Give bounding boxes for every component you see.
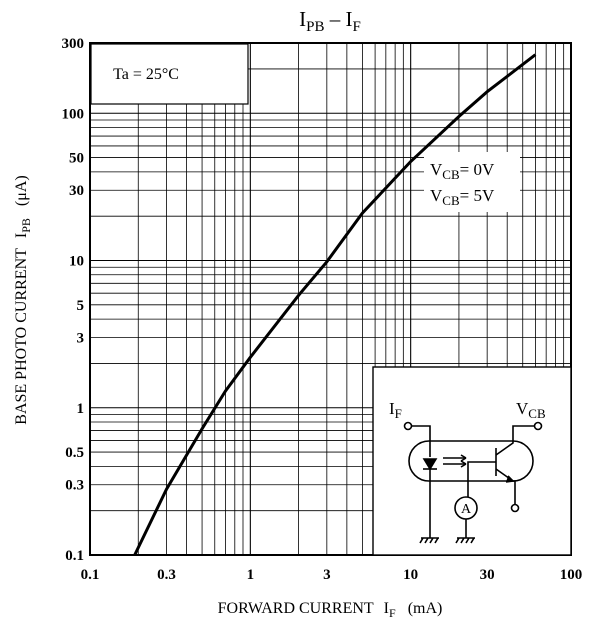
x-tick-label: 100 [560,567,583,583]
condition-box [90,43,249,105]
x-tick-labels: 0.1 0.3 1 3 10 30 100 [81,567,583,583]
if-terminal [403,421,413,431]
inset-label-vcb: VCB [516,399,546,421]
ground-icon-2 [455,537,475,544]
ammeter-label: A [461,502,472,517]
arrow-head-1 [460,454,467,462]
x-axis-unit: (mA) [408,600,443,617]
x-axis-symbol-sub: F [389,606,396,620]
y-tick-label: 50 [69,151,84,167]
inset-circuit [403,421,543,544]
y-axis-unit: (μA) [13,175,30,206]
if-wire [411,425,431,457]
series-label: VCB= 0V VCB= 5V [424,152,520,212]
y-tick-label: 5 [77,298,85,314]
transistor-collector [495,425,535,456]
x-axis-label: FORWARD CURRENT IF (mA) [218,600,443,620]
series-label-line-2: VCB= 5V [430,186,495,208]
inset-box [372,366,572,556]
y-tick-label: 0.1 [65,548,84,564]
series-label-background [424,152,520,212]
chart-title-second-sub: F [353,19,361,35]
chart-title-sep: – [329,7,341,31]
x-tick-label: 1 [247,567,255,583]
emitter-terminal [510,503,520,513]
base-lead [467,461,496,497]
chart-title-second: I [346,7,353,31]
led-diode-icon [422,458,438,471]
y-tick-label: 30 [69,183,84,199]
x-tick-label: 0.1 [81,567,100,583]
y-axis-symbol: I [13,233,30,238]
series-curve [133,53,537,556]
emitter-arrow-icon [505,475,515,483]
y-tick-labels: 0.1 0.3 0.5 1 3 5 10 30 50 100 300 [62,36,85,564]
x-axis-symbol: I [384,600,389,617]
y-tick-label: 300 [62,36,85,52]
x-tick-label: 3 [323,567,331,583]
condition-label: Ta = 25°C [113,66,179,83]
arrow-head-2 [460,460,467,468]
vcb-terminal [533,421,543,431]
y-axis-label: BASE PHOTO CURRENT IPB (μA) [13,175,33,424]
plot-frame [89,42,572,556]
light-arrows-icon [443,457,466,465]
x-tick-label: 30 [480,567,495,583]
x-tick-label: 0.3 [157,567,176,583]
y-tick-label: 0.5 [65,445,84,461]
series-label-line-1: VCB= 0V [430,160,495,182]
y-tick-label: 100 [62,106,85,122]
y-tick-label: 1 [77,401,85,417]
ground-icon-1 [419,537,439,544]
inset-label-if: IF [389,399,402,421]
x-tick-label: 10 [403,567,418,583]
y-tick-label: 3 [77,330,85,346]
chart-title-main-sub: PB [306,19,324,35]
y-axis-label-text: BASE PHOTO CURRENT [13,248,30,425]
y-tick-label: 0.3 [65,478,84,494]
x-axis-label-text: FORWARD CURRENT [218,600,374,617]
chart-title-main: I [299,7,306,31]
y-axis-symbol-sub: PB [19,218,33,233]
y-tick-label: 10 [69,254,84,270]
chart-title: IPB – IF [299,7,361,35]
